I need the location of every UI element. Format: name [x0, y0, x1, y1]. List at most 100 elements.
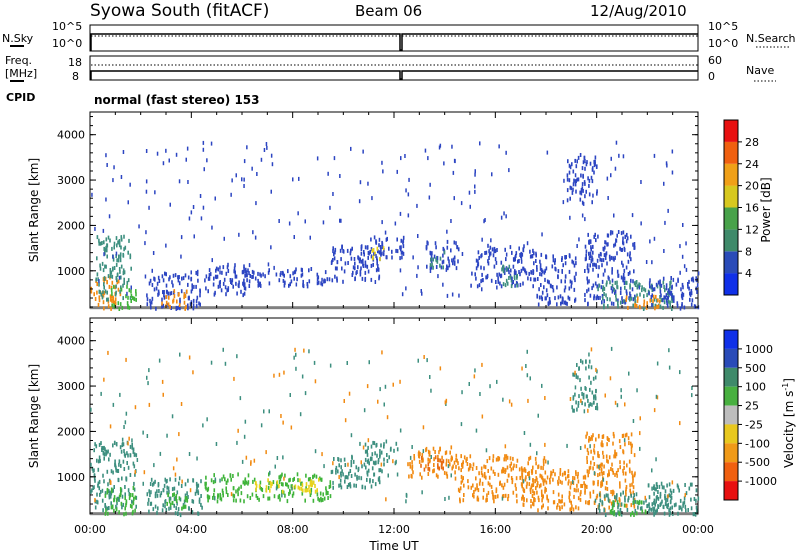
data-cell	[588, 256, 591, 260]
colorbar-tick-label: 100	[745, 381, 766, 394]
data-cell	[196, 485, 198, 490]
data-cell	[446, 264, 448, 269]
data-cell	[333, 252, 335, 257]
freq-panel: Freq. [MHz] 18 8 60 0 Nave	[5, 54, 776, 83]
data-cell	[258, 497, 260, 502]
data-cell	[121, 494, 124, 499]
data-cell	[212, 480, 215, 485]
data-cell	[586, 431, 588, 436]
data-cell	[207, 276, 210, 281]
data-cell	[495, 260, 498, 265]
data-cell	[632, 496, 635, 501]
data-cell	[124, 496, 126, 501]
data-cell	[659, 304, 662, 309]
data-cell	[636, 298, 639, 303]
data-cell	[401, 250, 404, 255]
data-cell	[656, 485, 658, 489]
data-cell	[314, 489, 317, 494]
data-cell	[566, 173, 569, 178]
data-cell	[125, 503, 127, 508]
data-cell	[243, 278, 245, 283]
data-cell	[207, 498, 209, 503]
data-cell	[169, 496, 172, 501]
data-cell	[282, 420, 284, 425]
data-cell	[521, 494, 524, 499]
data-cell	[592, 244, 594, 249]
data-cell	[121, 305, 124, 310]
data-cell	[197, 278, 199, 283]
colorbar-segment	[724, 348, 738, 368]
data-cell	[288, 283, 290, 288]
data-cell	[115, 284, 117, 289]
data-cell	[99, 266, 102, 271]
velocity-colorbar-sup: -1	[781, 383, 790, 391]
data-cell	[623, 247, 626, 252]
data-cell	[460, 468, 462, 473]
data-cell	[692, 276, 694, 281]
data-cell	[651, 284, 653, 289]
data-cell	[493, 494, 495, 499]
data-cell	[501, 267, 503, 272]
data-cell	[127, 200, 129, 205]
data-cell	[418, 454, 421, 459]
data-cell	[607, 196, 609, 200]
data-cell	[173, 503, 175, 508]
data-cell	[108, 457, 110, 462]
data-cell	[207, 289, 209, 294]
data-cell	[146, 434, 149, 438]
data-cell	[220, 288, 223, 293]
data-cell	[350, 463, 353, 468]
data-cell	[598, 283, 601, 288]
data-cell	[135, 504, 137, 509]
data-cell	[226, 288, 228, 293]
data-cell	[537, 508, 539, 513]
data-cell	[591, 257, 594, 262]
data-cell	[243, 499, 245, 504]
data-cell	[375, 268, 378, 273]
data-cell	[346, 361, 348, 365]
data-cell	[101, 241, 103, 245]
data-cell	[91, 466, 94, 471]
y-tick-label: 4000	[57, 335, 85, 348]
data-cell	[510, 275, 512, 280]
data-cell	[643, 294, 645, 299]
data-cell	[167, 302, 170, 307]
data-cell	[676, 303, 679, 308]
data-cell	[520, 268, 523, 273]
data-cell	[635, 280, 637, 285]
data-cell	[411, 460, 413, 465]
data-cell	[587, 451, 590, 456]
data-cell	[341, 245, 343, 250]
x-tick-label: 00:00	[74, 523, 106, 536]
data-cell	[301, 483, 304, 488]
data-cell	[536, 451, 538, 456]
data-cell	[629, 294, 632, 299]
data-cell	[541, 493, 543, 497]
data-cell	[690, 497, 692, 502]
data-cell	[409, 462, 411, 466]
data-cell	[685, 241, 687, 246]
data-cell	[603, 292, 605, 296]
data-cell	[622, 299, 625, 304]
data-cell	[474, 184, 476, 189]
data-cell	[433, 468, 435, 473]
data-cell	[149, 298, 151, 303]
data-cell	[624, 433, 627, 438]
data-cell	[143, 470, 146, 475]
data-cell	[632, 485, 635, 490]
data-cell	[503, 211, 505, 216]
data-cell	[344, 479, 346, 484]
data-cell	[593, 471, 596, 476]
data-cell	[417, 234, 419, 238]
data-cell	[204, 481, 206, 486]
data-cell	[540, 465, 542, 470]
data-cell	[107, 511, 109, 516]
data-cell	[575, 261, 577, 266]
data-cell	[588, 359, 591, 364]
data-cell	[436, 256, 439, 260]
data-cell	[694, 512, 697, 517]
data-cell	[197, 511, 199, 516]
data-cell	[246, 145, 248, 150]
data-cell	[148, 509, 150, 514]
data-cell	[338, 463, 340, 468]
